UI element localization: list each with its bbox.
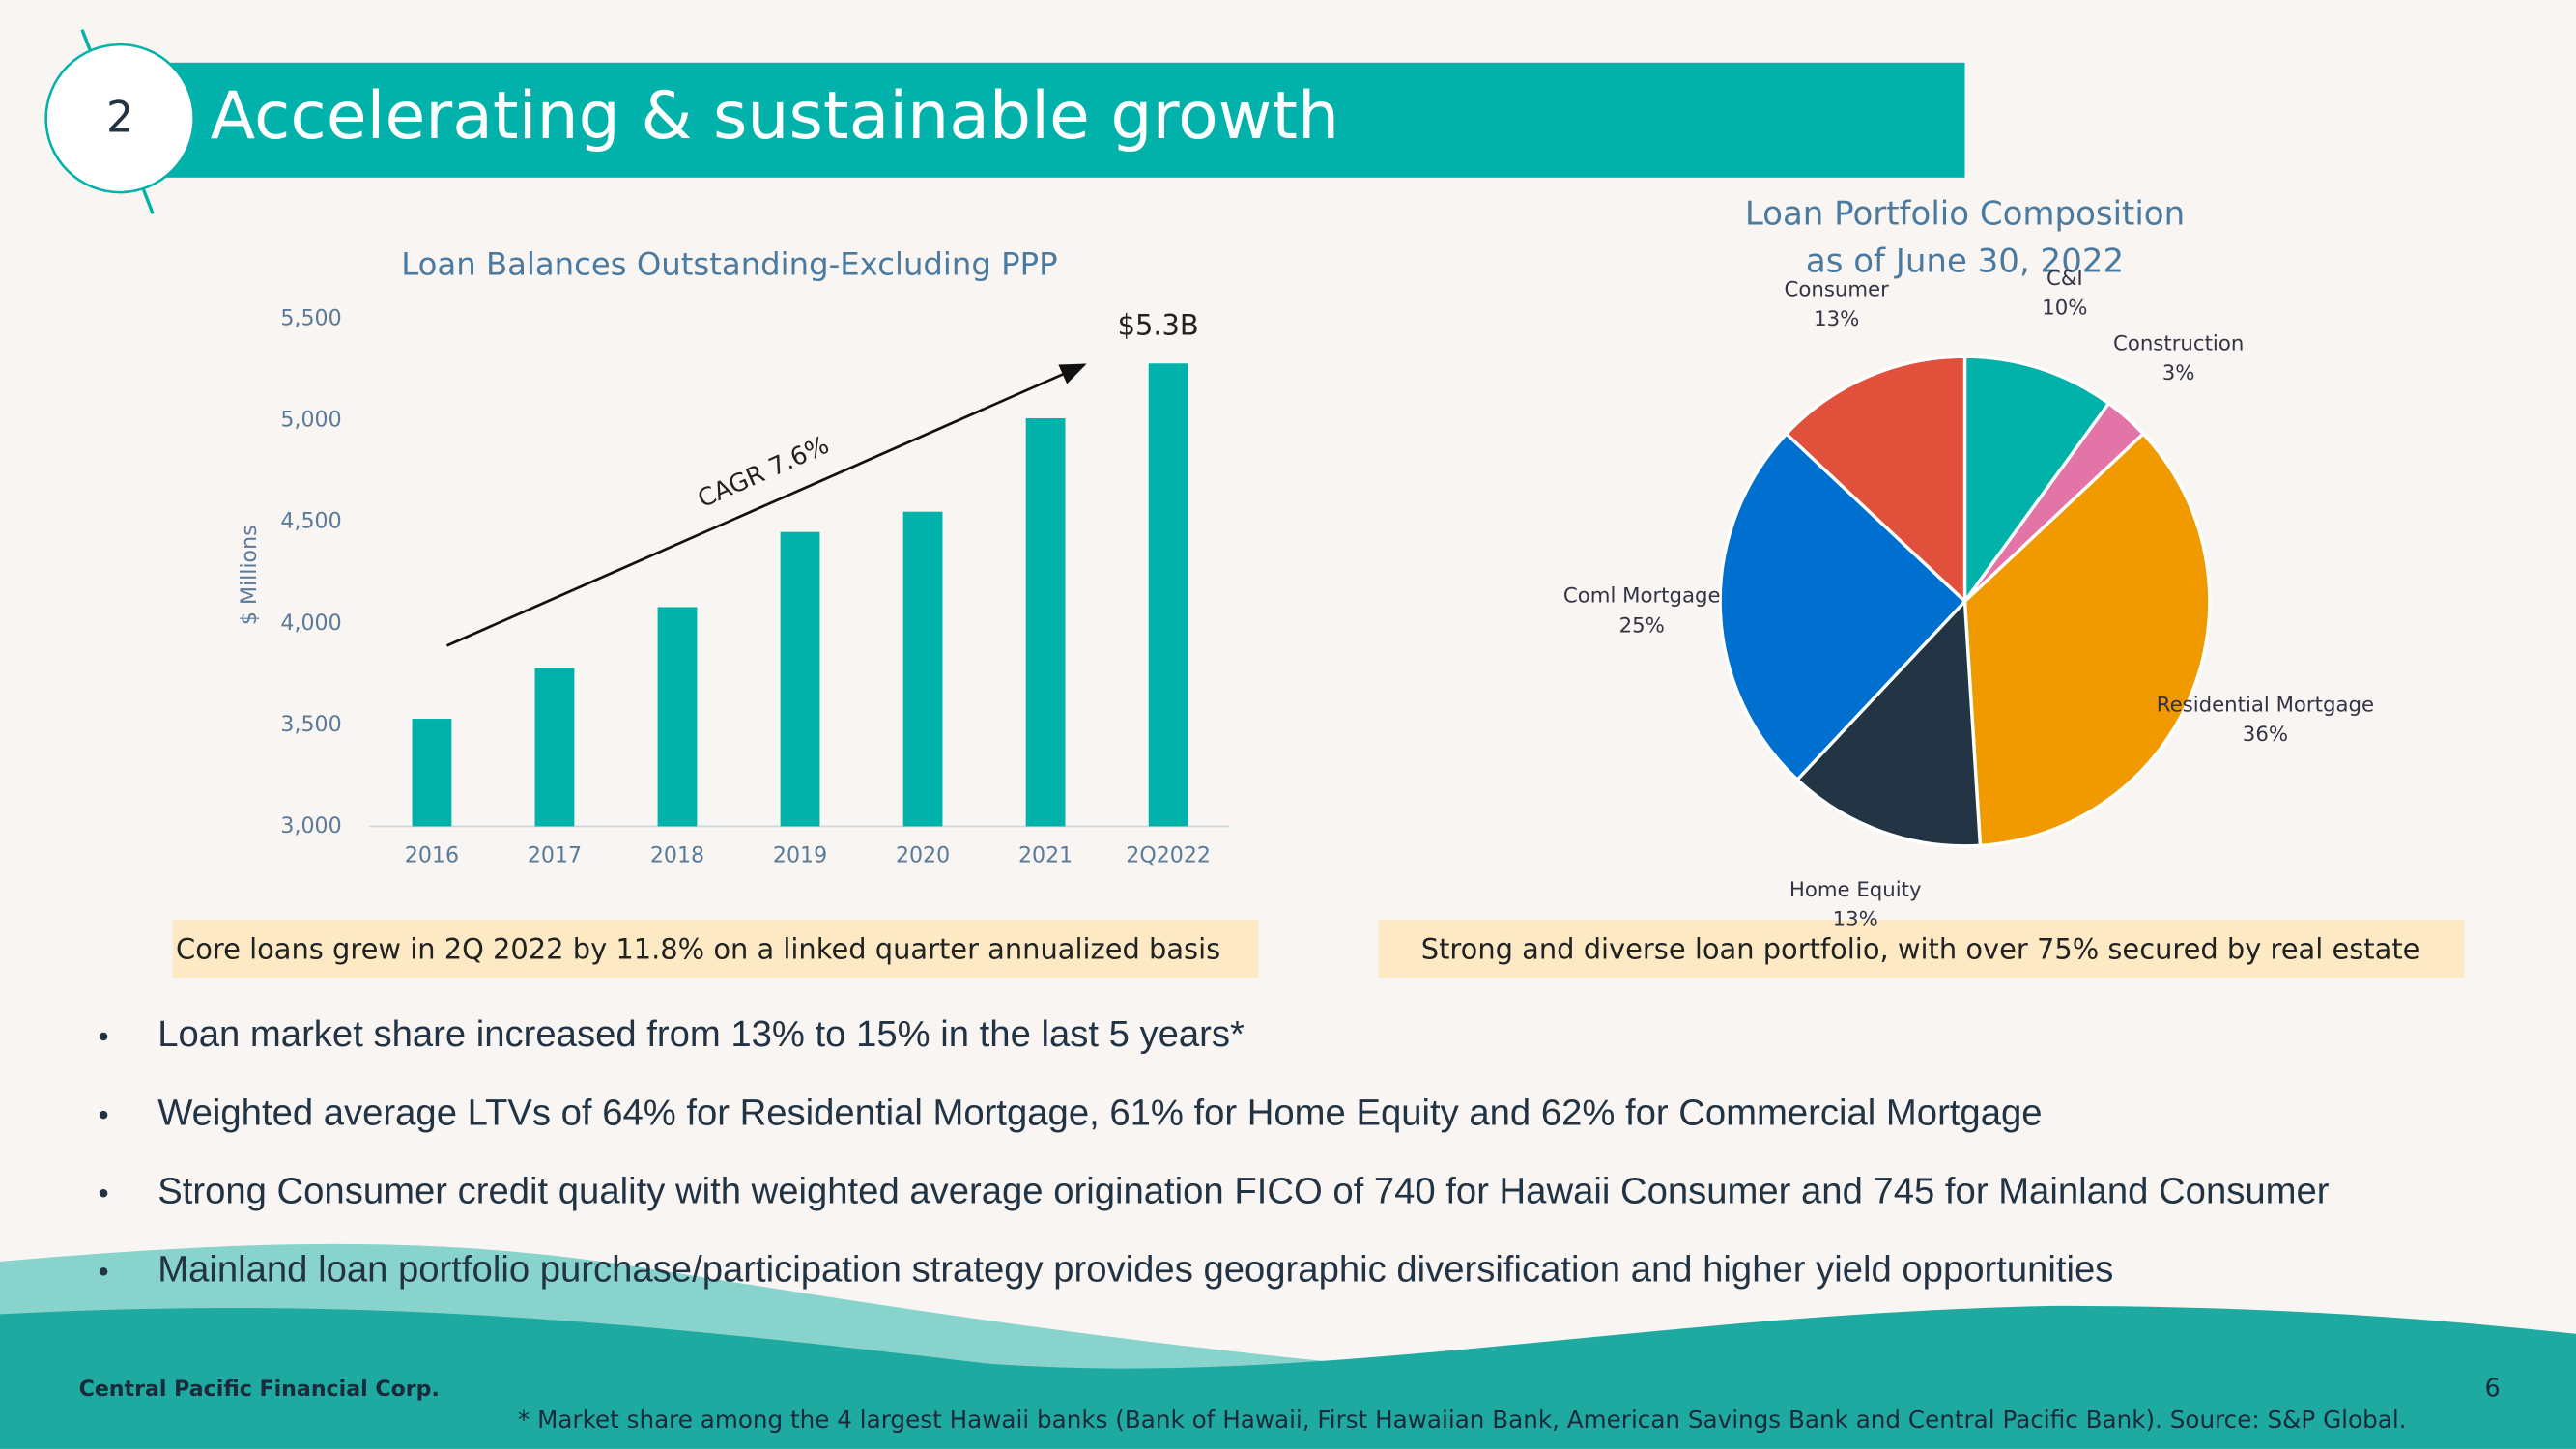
bar <box>902 511 943 827</box>
y-tick-label: 4,500 <box>280 509 341 534</box>
company: Central Pacific Financial Corp. <box>79 1377 440 1402</box>
slice-category: C&I <box>2046 267 2083 291</box>
bar <box>1025 418 1066 827</box>
slice-value-label: 36% <box>2243 723 2288 747</box>
bullet-list: Loan market share increased from 13% to … <box>99 1013 2330 1290</box>
x-tick-label: 2020 <box>896 843 950 868</box>
y-tick-label: 3,000 <box>280 813 341 838</box>
slice-value-label: 25% <box>1619 613 1665 638</box>
y-axis-label: $ Millions <box>237 525 262 625</box>
y-tick-label: 5,000 <box>280 408 341 433</box>
slice-category: Home Equity <box>1789 878 1922 902</box>
pie-slice <box>1784 355 1967 606</box>
y-tick-label: 4,000 <box>280 611 341 636</box>
slice-category: Coml Mortgage <box>1563 584 1721 609</box>
slice-category: Construction <box>2113 331 2244 355</box>
x-tick-label: 2017 <box>528 843 582 868</box>
slice-value-label: 3% <box>2162 361 2195 385</box>
x-tick-label: 2Q2022 <box>1126 843 1211 868</box>
callout-box <box>1378 920 2465 978</box>
pie-chart-subtitle: as of June 30, 2022 <box>1806 242 2124 281</box>
bullet-dot <box>99 1110 108 1120</box>
bar <box>657 607 698 827</box>
slice-value-label: 13% <box>1814 307 1859 331</box>
section-circle <box>44 43 195 194</box>
slice-label: Coml Mortgage 25% <box>1563 584 1721 639</box>
bar <box>412 719 452 827</box>
callout: Strong and diverse loan portfolio, with … <box>1421 933 2420 966</box>
footnote: * Market share among the 4 largest Hawai… <box>518 1406 2407 1434</box>
x-tick-label: 2019 <box>773 843 827 868</box>
callout: Core loans grew in 2Q 2022 by 11.8% on a… <box>176 933 1220 966</box>
annotation: $5.3B <box>1118 309 1199 342</box>
wave-dark <box>0 1305 2576 1449</box>
slice-value-label: 13% <box>1833 907 1878 931</box>
x-tick-label: 2016 <box>405 843 459 868</box>
bullet-text: Loan market share increased from 13% to … <box>157 1013 1245 1055</box>
x-tick-label: 2021 <box>1018 843 1073 868</box>
cagr-arrow <box>445 363 1087 647</box>
slice-category: Consumer <box>1785 277 1890 301</box>
pie-slice <box>1718 431 1967 782</box>
slide-title: Accelerating & sustainable growth <box>211 78 1339 155</box>
slice-label: Construction 3% <box>2113 331 2244 385</box>
page-number: 6 <box>2485 1375 2501 1404</box>
pie-slice <box>1962 355 2111 607</box>
section-number: 2 <box>106 93 133 142</box>
slice-label: Home Equity 13% <box>1789 878 1922 932</box>
bar-chart-title: Loan Balances Outstanding-Excluding PPP <box>401 246 1057 283</box>
bar <box>1148 363 1188 827</box>
slice-category: Residential Mortgage <box>2157 693 2374 717</box>
y-tick-label: 5,500 <box>280 306 341 331</box>
bullet-text: Strong Consumer credit quality with weig… <box>157 1170 2330 1211</box>
slice-label: Consumer 13% <box>1785 277 1890 331</box>
bar <box>780 531 820 827</box>
slice-value-label: 10% <box>2042 297 2087 321</box>
callout-box <box>172 920 1259 978</box>
x-tick-label: 2018 <box>650 843 704 868</box>
header-bar <box>148 62 1965 178</box>
bullet-dot <box>99 1032 108 1041</box>
pie-chart-title: Loan Portfolio Composition <box>1745 194 2185 233</box>
bullet-dot <box>99 1189 108 1198</box>
pie-slice <box>1794 597 1983 848</box>
bullet-text: Mainland loan portfolio purchase/partici… <box>157 1248 2113 1290</box>
bar <box>534 668 575 827</box>
bullet-dot <box>99 1267 108 1276</box>
pie-slice <box>1962 431 2212 848</box>
slice-label: C&I 10% <box>2042 267 2087 321</box>
bullet-text: Weighted average LTVs of 64% for Residen… <box>157 1092 2042 1133</box>
slice-label: Residential Mortgage 36% <box>2157 693 2374 747</box>
y-tick-label: 3,500 <box>280 712 341 737</box>
